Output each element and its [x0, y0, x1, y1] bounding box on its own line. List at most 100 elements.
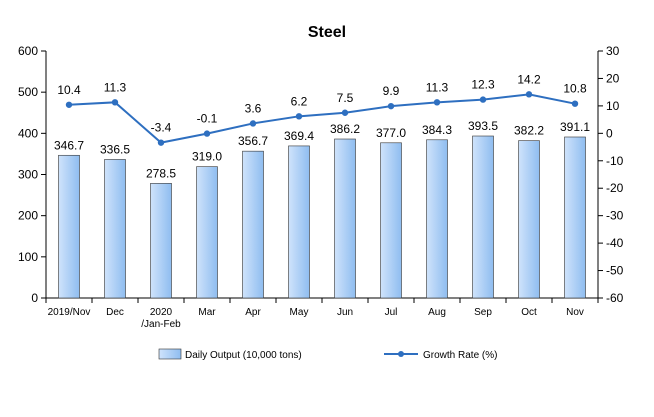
- x-tick-label-line: Nov: [566, 307, 584, 318]
- growth-rate-label: 10.8: [563, 82, 587, 96]
- bar: [564, 136, 586, 299]
- bar-value-label: 382.2: [514, 124, 544, 138]
- bar-value-label: 278.5: [146, 166, 176, 180]
- bar-value-label: 319.0: [192, 150, 222, 164]
- growth-rate-label: 11.3: [426, 80, 449, 94]
- growth-rate-point: [571, 100, 579, 107]
- x-tick-label: Nov: [566, 307, 584, 318]
- x-tick-label: Apr: [245, 307, 261, 318]
- growth-rate-point: [295, 113, 303, 120]
- x-tick-label: May: [290, 307, 309, 318]
- growth-rate-point: [433, 99, 441, 106]
- x-tick-label: Oct: [521, 307, 537, 318]
- x-tick-label-line: /Jan-Feb: [141, 319, 181, 330]
- y-right-tick-label: -30: [606, 209, 624, 223]
- x-tick-label: 2019/Nov: [48, 307, 91, 318]
- y-right-tick-label: -10: [606, 154, 624, 168]
- bar: [104, 159, 126, 299]
- bar-value-label: 384.3: [422, 123, 452, 137]
- bar: [426, 139, 448, 299]
- y-right-tick-label: 30: [606, 44, 620, 58]
- bar-value-label: 336.5: [100, 142, 130, 156]
- y-left-tick-label: 500: [18, 85, 38, 99]
- bar-value-label: 391.1: [560, 120, 590, 134]
- growth-rate-point: [341, 109, 349, 116]
- growth-rate-point: [387, 102, 395, 110]
- x-tick-label-line: Jul: [385, 307, 398, 318]
- y-left-tick-label: 200: [18, 209, 38, 223]
- growth-rate-point: [157, 139, 165, 146]
- y-left-tick-label: 300: [18, 168, 38, 182]
- y-left-tick-label: 0: [31, 291, 38, 305]
- growth-rate-point: [65, 101, 73, 108]
- x-tick-label-line: May: [290, 307, 309, 318]
- x-tick-label-line: Dec: [106, 307, 124, 318]
- bar-value-label: 386.2: [330, 122, 360, 136]
- y-right-tick-label: -60: [606, 291, 624, 305]
- growth-rate-label: 10.4: [57, 83, 81, 97]
- x-tick-label: Jun: [337, 307, 353, 318]
- growth-rate-label: -3.4: [151, 121, 172, 135]
- growth-rate-label: 3.6: [245, 101, 262, 115]
- bar: [472, 135, 494, 299]
- legend-line-marker: [398, 351, 404, 357]
- bar: [196, 166, 218, 299]
- bar: [242, 150, 264, 299]
- bar: [380, 142, 402, 299]
- growth-rate-point: [111, 99, 119, 106]
- x-tick-label: Aug: [428, 307, 446, 318]
- growth-rate-line: [68, 93, 576, 144]
- bar: [288, 145, 310, 299]
- growth-line: [65, 91, 579, 146]
- x-tick-label: Dec: [106, 307, 124, 318]
- y-right-tick-label: -20: [606, 181, 624, 195]
- x-tick-label: 2020/Jan-Feb: [141, 307, 181, 330]
- bar: [518, 140, 540, 299]
- y-right-tick-label: -40: [606, 236, 624, 250]
- legend-line-label: Growth Rate (%): [423, 350, 497, 361]
- x-tick-label-line: 2020: [150, 307, 173, 318]
- legend-bar-swatch: [158, 348, 182, 360]
- growth-rate-label: 12.3: [471, 78, 495, 92]
- bar: [58, 154, 80, 299]
- chart-title: Steel: [308, 24, 346, 41]
- growth-rate-label: 7.5: [337, 91, 354, 105]
- growth-rate-label: 11.3: [104, 80, 127, 94]
- growth-rate-label: 14.2: [517, 72, 541, 86]
- x-tick-label: Sep: [474, 307, 492, 318]
- growth-rate-point: [479, 96, 487, 103]
- growth-rate-label: -0.1: [197, 112, 218, 126]
- y-right-tick-label: 0: [606, 126, 613, 140]
- y-right-tick-label: 10: [606, 99, 620, 113]
- bar: [334, 138, 356, 299]
- bar-value-label: 369.4: [284, 129, 314, 143]
- growth-rate-label: 9.9: [383, 84, 400, 98]
- bar-value-label: 393.5: [468, 119, 498, 133]
- bar-value-label: 346.7: [54, 138, 84, 152]
- bars: [58, 135, 586, 299]
- x-tick-label-line: Jun: [337, 307, 353, 318]
- bar-value-label: 377.0: [376, 126, 406, 140]
- x-tick-label-line: Mar: [198, 307, 216, 318]
- x-tick-label-line: Sep: [474, 307, 492, 318]
- y-right-tick-label: 20: [606, 71, 620, 85]
- x-tick-label-line: 2019/Nov: [48, 307, 91, 318]
- x-tick-label: Mar: [198, 307, 216, 318]
- growth-rate-point: [525, 91, 533, 98]
- x-tick-label: Jul: [385, 307, 398, 318]
- data-labels: 346.7 336.5 278.5 319.0 356.7 369.4 386.2 377.0…: [54, 72, 590, 180]
- x-tick-label-line: Oct: [521, 307, 537, 318]
- legend: Daily Output (10,000 tons) Growth Rate (%…: [158, 348, 497, 361]
- y-left-tick-label: 400: [18, 126, 38, 140]
- bar: [150, 183, 172, 299]
- y-left-tick-label: 600: [18, 44, 38, 58]
- y-left-tick-label: 100: [18, 250, 38, 264]
- growth-rate-point: [203, 130, 211, 137]
- growth-rate-label: 6.2: [291, 94, 308, 108]
- y-right-tick-label: -50: [606, 264, 624, 278]
- axes: 0 100 200 300 400 500 600 -60 -50 -40 -30 -20 -10 0 10…: [18, 44, 624, 330]
- bar-value-label: 356.7: [238, 134, 268, 148]
- x-tick-label-line: Aug: [428, 307, 446, 318]
